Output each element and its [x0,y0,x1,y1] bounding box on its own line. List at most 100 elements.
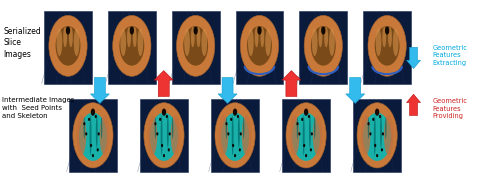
Text: Geometric
Features
Providing: Geometric Features Providing [432,98,468,119]
Ellipse shape [83,122,86,125]
Ellipse shape [242,115,252,155]
Ellipse shape [310,148,312,151]
Ellipse shape [368,117,369,139]
Ellipse shape [85,132,87,136]
Ellipse shape [76,115,86,155]
Ellipse shape [314,117,316,139]
Ellipse shape [382,132,384,136]
Ellipse shape [296,122,298,125]
Ellipse shape [144,103,184,168]
FancyArrow shape [406,94,420,116]
Ellipse shape [393,29,398,56]
Ellipse shape [127,27,131,47]
Ellipse shape [84,117,85,139]
Ellipse shape [357,103,397,168]
Ellipse shape [379,115,381,118]
Ellipse shape [238,115,240,148]
Ellipse shape [170,115,180,155]
FancyArrow shape [218,77,237,103]
Ellipse shape [154,117,156,139]
Ellipse shape [233,109,237,116]
Ellipse shape [376,154,378,157]
Ellipse shape [191,27,194,47]
Ellipse shape [230,118,232,121]
Ellipse shape [79,113,107,161]
Ellipse shape [66,27,70,35]
Ellipse shape [167,115,169,148]
Ellipse shape [234,154,236,157]
Ellipse shape [112,15,151,76]
Ellipse shape [247,26,272,66]
FancyBboxPatch shape [363,11,411,84]
Ellipse shape [380,115,382,148]
Ellipse shape [243,117,244,139]
Ellipse shape [368,122,370,125]
Ellipse shape [265,29,271,56]
Ellipse shape [120,26,144,66]
FancyBboxPatch shape [282,99,330,172]
FancyBboxPatch shape [211,99,259,172]
Ellipse shape [248,29,254,56]
Ellipse shape [63,27,67,47]
Ellipse shape [311,26,336,66]
FancyArrow shape [282,71,301,97]
Ellipse shape [321,27,326,35]
Ellipse shape [292,113,320,161]
Ellipse shape [311,132,313,136]
FancyBboxPatch shape [140,99,188,172]
Ellipse shape [221,113,249,161]
Ellipse shape [74,29,80,56]
Ellipse shape [329,29,335,56]
Ellipse shape [94,115,97,118]
Ellipse shape [372,118,374,121]
Ellipse shape [301,118,304,121]
Ellipse shape [183,26,208,66]
Ellipse shape [73,103,113,168]
Text: Serialized
Slice
Images: Serialized Slice Images [3,27,41,59]
Ellipse shape [133,27,136,47]
Ellipse shape [374,26,400,66]
Ellipse shape [96,148,99,151]
FancyBboxPatch shape [172,11,220,84]
Ellipse shape [361,115,370,155]
Ellipse shape [194,27,198,35]
Ellipse shape [91,109,95,116]
FancyBboxPatch shape [69,99,117,172]
Ellipse shape [90,115,92,155]
Ellipse shape [196,27,200,47]
Ellipse shape [237,115,239,118]
Ellipse shape [120,29,126,56]
Ellipse shape [162,109,166,116]
FancyBboxPatch shape [300,11,347,84]
Ellipse shape [90,144,92,147]
Ellipse shape [49,15,87,76]
Ellipse shape [297,117,298,139]
Ellipse shape [363,113,391,161]
Ellipse shape [240,132,242,136]
Ellipse shape [375,109,380,116]
Text: Intermediate Images
with  Seed Points
and Skeleton: Intermediate Images with Seed Points and… [2,97,74,119]
Text: Geometric
Features
Extracting: Geometric Features Extracting [432,45,468,66]
Ellipse shape [232,115,234,155]
Ellipse shape [374,144,376,147]
Ellipse shape [303,144,306,147]
Ellipse shape [56,26,80,66]
Ellipse shape [69,27,73,47]
Ellipse shape [150,113,178,161]
Ellipse shape [130,27,134,35]
Ellipse shape [138,29,143,56]
Ellipse shape [313,115,322,155]
Ellipse shape [232,144,234,147]
Ellipse shape [239,148,241,151]
Ellipse shape [368,15,406,76]
Ellipse shape [148,115,158,155]
Ellipse shape [176,15,215,76]
FancyBboxPatch shape [108,11,156,84]
Ellipse shape [312,29,318,56]
Ellipse shape [100,115,109,155]
Ellipse shape [384,115,394,155]
Ellipse shape [96,115,98,148]
Ellipse shape [304,15,343,76]
Ellipse shape [168,148,170,151]
FancyArrow shape [154,71,173,97]
